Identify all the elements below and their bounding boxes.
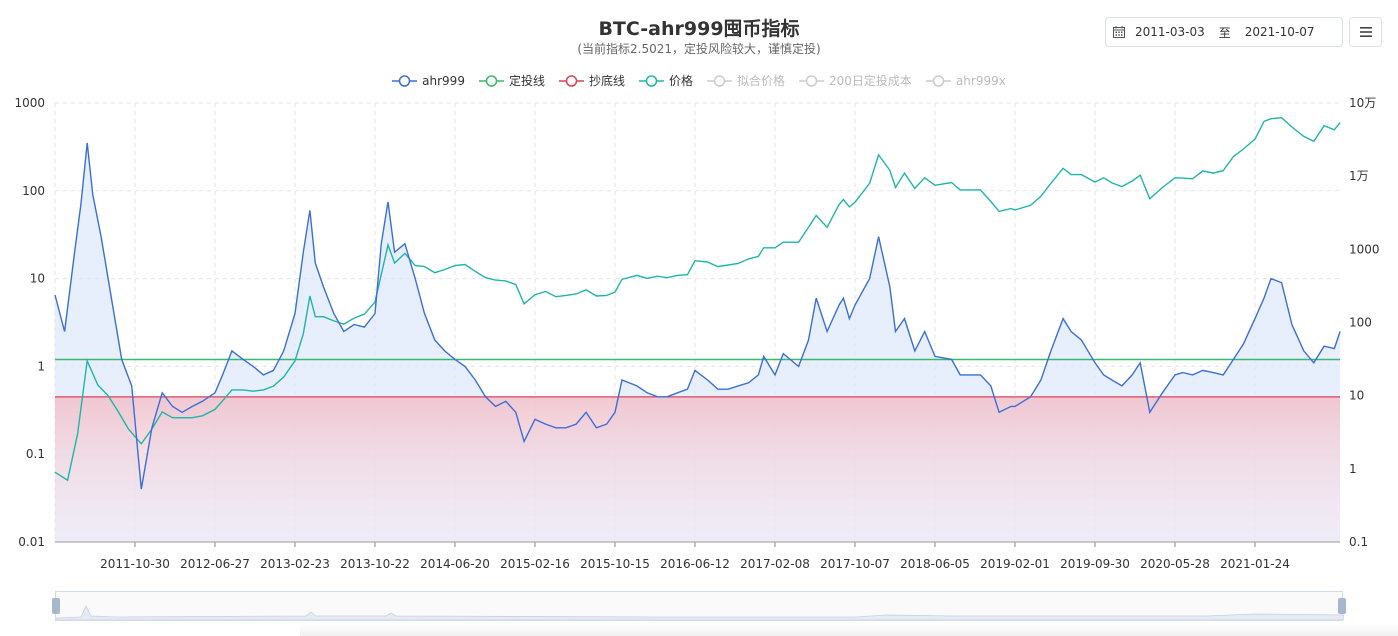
buy-zone-fill xyxy=(55,396,1340,542)
y-right-tick-label: 10万 xyxy=(1349,96,1376,110)
y-right-tick-label: 100 xyxy=(1349,316,1372,330)
legend-marker-icon xyxy=(392,74,418,87)
end-date[interactable]: 2021-10-07 xyxy=(1244,25,1315,39)
chart-title: BTC-ahr999囤币指标 xyxy=(598,18,800,40)
y-left-tick-label: 1000 xyxy=(14,96,45,110)
x-tick-label: 2021-01-24 xyxy=(1220,557,1290,571)
legend-marker-icon xyxy=(478,74,504,87)
date-separator: 至 xyxy=(1218,25,1231,40)
y-right-tick-label: 1000 xyxy=(1349,242,1380,256)
legend-marker-icon xyxy=(558,74,584,87)
x-tick-label: 2012-06-27 xyxy=(180,557,250,571)
x-tick-label: 2014-06-20 xyxy=(420,557,490,571)
legend-item-6[interactable]: ahr999x xyxy=(925,72,1006,89)
legend-label: 拟合价格 xyxy=(737,74,786,88)
y-left-tick-label: 10 xyxy=(30,272,45,286)
start-date[interactable]: 2011-03-03 xyxy=(1135,25,1205,39)
y-left-tick-label: 0.01 xyxy=(18,535,45,549)
legend-item-4[interactable]: 拟合价格 xyxy=(707,72,785,89)
legend-marker-icon xyxy=(799,74,825,87)
price-series-line xyxy=(54,116,1341,482)
slider-right-handle[interactable] xyxy=(1338,598,1346,614)
legend-marker-icon xyxy=(925,74,951,87)
legend-item-0[interactable]: ahr999 xyxy=(392,72,465,89)
legend-label: 200日定投成本 xyxy=(829,74,912,88)
legend-label: 定投线 xyxy=(508,74,545,88)
bottom-shadow xyxy=(300,624,1398,636)
datazoom-slider[interactable] xyxy=(52,591,1346,621)
y-right-tick-label: 10 xyxy=(1349,389,1364,403)
x-tick-label: 2016-06-12 xyxy=(660,557,730,571)
x-tick-label: 2018-06-05 xyxy=(900,557,970,571)
chart-legend: ahr999 定投线 抄底线 价格 拟合价格 200日定投成本 ahr999x xyxy=(0,72,1398,89)
ahr999-series-line xyxy=(54,142,1341,490)
y-left-tick-label: 100 xyxy=(22,184,45,198)
legend-label: ahr999x xyxy=(955,73,1006,88)
slider-left-handle[interactable] xyxy=(52,598,60,614)
y-right-tick-label: 1万 xyxy=(1349,169,1369,183)
legend-label: ahr999 xyxy=(422,73,465,88)
legend-item-5[interactable]: 200日定投成本 xyxy=(799,72,912,89)
legend-item-3[interactable]: 价格 xyxy=(638,72,693,89)
x-tick-label: 2017-02-08 xyxy=(740,557,810,571)
menu-button[interactable] xyxy=(1349,17,1382,47)
menu-icon xyxy=(1359,27,1372,37)
y-left-tick-label: 0.1 xyxy=(26,447,45,461)
chart-subtitle: (当前指标2.5021，定投风险较大，谨慎定投) xyxy=(577,42,821,56)
date-range-picker[interactable]: 2011-03-03 至 2021-10-07 xyxy=(1105,17,1343,47)
x-tick-label: 2013-02-23 xyxy=(260,557,330,571)
x-tick-label: 2015-02-16 xyxy=(500,557,570,571)
x-tick-label: 2019-02-01 xyxy=(980,557,1050,571)
y-right-tick-label: 1 xyxy=(1349,462,1357,476)
x-tick-label: 2011-10-30 xyxy=(100,557,170,571)
x-tick-label: 2015-10-15 xyxy=(580,557,650,571)
y-right-tick-label: 0.1 xyxy=(1349,535,1368,549)
ahr999-area-fill xyxy=(55,143,1340,542)
legend-label: 抄底线 xyxy=(588,74,625,88)
x-tick-label: 2017-10-07 xyxy=(820,557,890,571)
x-tick-label: 2020-05-28 xyxy=(1140,557,1210,571)
legend-marker-icon xyxy=(707,74,732,87)
legend-item-1[interactable]: 定投线 xyxy=(478,72,545,89)
x-tick-label: 2013-10-22 xyxy=(340,557,410,571)
x-tick-label: 2019-09-30 xyxy=(1060,557,1130,571)
legend-label: 价格 xyxy=(668,74,693,88)
y-left-tick-label: 1 xyxy=(37,359,45,373)
calendar-icon xyxy=(1113,26,1125,38)
legend-item-2[interactable]: 抄底线 xyxy=(558,72,625,89)
legend-marker-icon xyxy=(638,74,664,87)
